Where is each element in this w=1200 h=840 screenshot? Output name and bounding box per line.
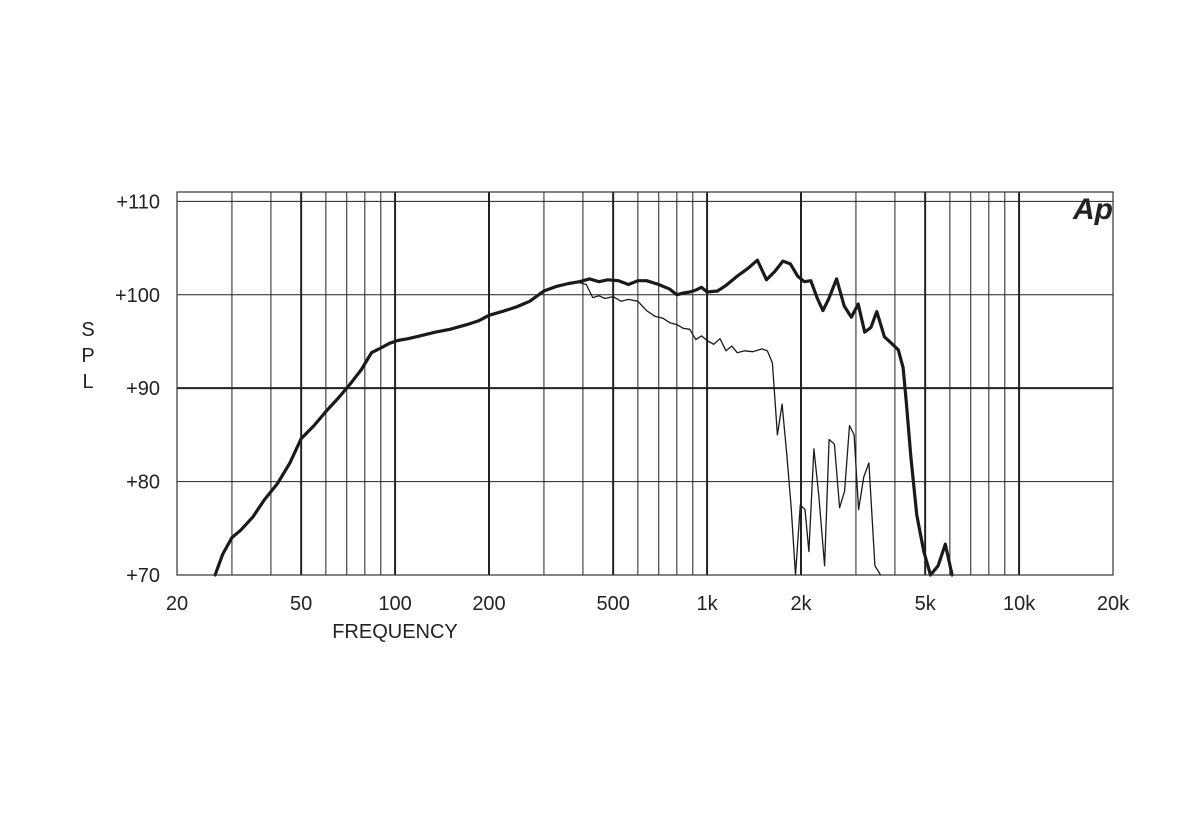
tick-labels: 20 50 100 200 500 1k 2k 5k 10k 20k +110 +100 +90 +80 +… <box>115 191 1130 615</box>
y-tick-label: +70 <box>126 565 160 587</box>
x-tick-label: 5k <box>915 593 937 615</box>
x-tick-label: 1k <box>697 593 719 615</box>
y-tick-label: +100 <box>115 285 160 307</box>
series-group <box>213 258 954 577</box>
x-tick-label: 20 <box>166 593 188 615</box>
y-axis-label: SPL <box>81 319 94 393</box>
y-tick-label: +80 <box>126 472 160 494</box>
x-tick-label: 200 <box>472 593 505 615</box>
y-axis-label-letter: P <box>81 345 94 367</box>
plot-frame <box>176 191 1114 576</box>
response-curve-thick <box>213 258 954 577</box>
x-tick-label: 10k <box>1003 593 1036 615</box>
x-tick-label: 100 <box>378 593 411 615</box>
y-tick-label: +90 <box>126 378 160 400</box>
response-curve-thin <box>543 281 882 576</box>
y-axis-label-letter: L <box>82 371 93 393</box>
x-tick-label: 2k <box>790 593 812 615</box>
y-tick-label: +110 <box>116 191 160 213</box>
x-tick-label: 500 <box>596 593 629 615</box>
grid <box>177 192 1113 575</box>
x-axis-label: FREQUENCY <box>332 621 458 643</box>
x-tick-label: 20k <box>1097 593 1130 615</box>
y-axis-label-letter: S <box>81 319 94 341</box>
ap-logo: Ap <box>1072 193 1113 226</box>
x-tick-label: 50 <box>290 593 312 615</box>
